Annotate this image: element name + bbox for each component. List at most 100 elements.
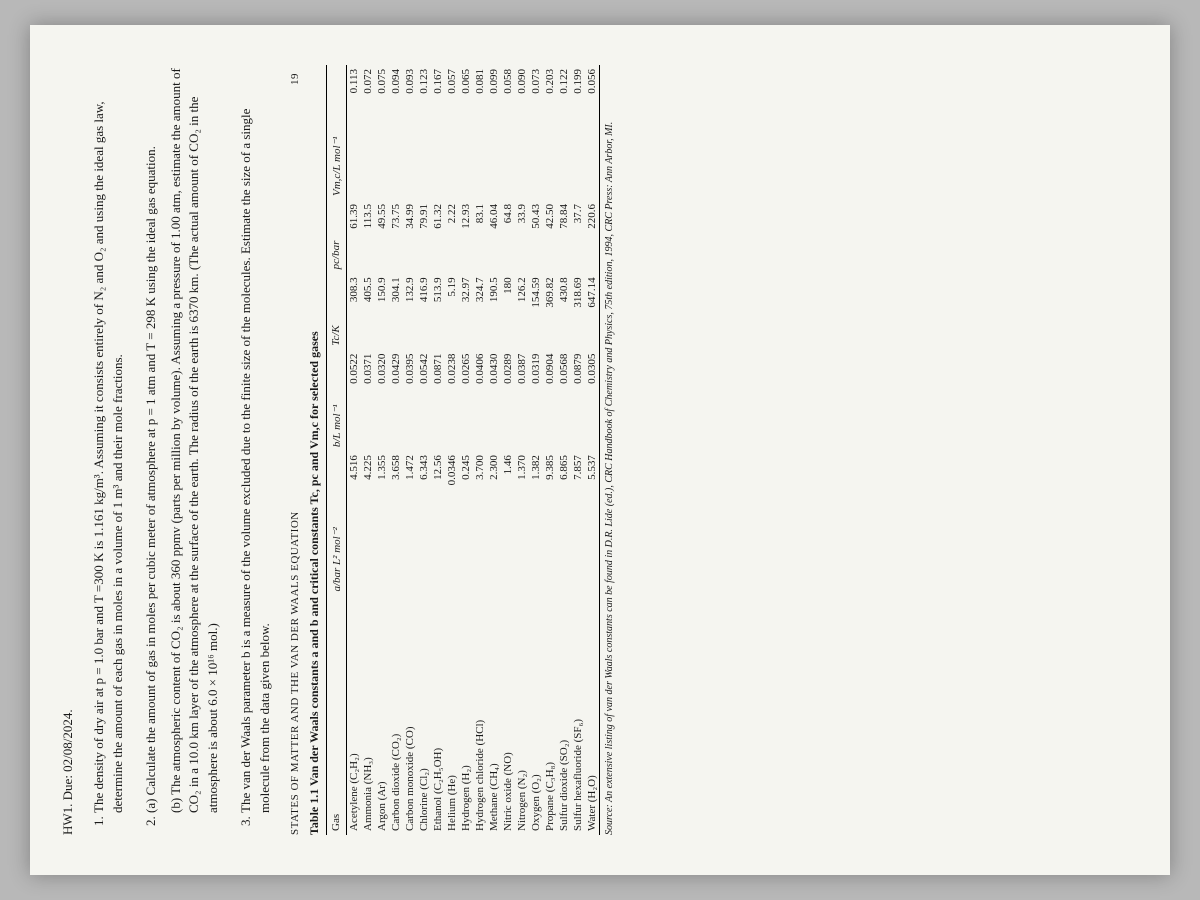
- table-row: Argon (Ar)1.3550.0320150.949.550.075: [375, 65, 389, 835]
- cell-value: 0.056: [585, 65, 600, 200]
- col-gas: Gas: [326, 596, 346, 835]
- cell-value: 190.5: [487, 273, 501, 349]
- cell-value: 0.0289: [501, 350, 515, 451]
- cell-value: 61.32: [431, 200, 445, 273]
- section-title: STATES OF MATTER AND THE VAN DER WAALS E…: [289, 511, 301, 835]
- cell-value: 0.199: [571, 65, 585, 200]
- table-caption-text: Table 1.1 Van der Waals constants a and …: [307, 331, 321, 835]
- cell-value: 0.0430: [487, 350, 501, 451]
- cell-value: 0.072: [361, 65, 375, 200]
- table-row: Helium (He)0.03460.02385.192.220.057: [445, 65, 459, 835]
- cell-value: 50.43: [529, 200, 543, 273]
- cell-value: 0.123: [417, 65, 431, 200]
- cell-value: 32.97: [459, 273, 473, 349]
- cell-value: 0.0904: [543, 350, 557, 451]
- table-row: Sulfur hexafluoride (SF₆)7.8570.0879318.…: [571, 65, 585, 835]
- cell-value: 0.0305: [585, 350, 600, 451]
- cell-value: 4.225: [361, 451, 375, 595]
- cell-value: 12.56: [431, 451, 445, 595]
- cell-value: 1.355: [375, 451, 389, 595]
- cell-value: 4.516: [346, 451, 361, 595]
- cell-gas: Ethanol (C₂H₅OH): [431, 596, 445, 835]
- table-row: Nitric oxide (NO)1.460.028918064.80.058: [501, 65, 515, 835]
- cell-value: 0.0568: [557, 350, 571, 451]
- cell-value: 3.658: [389, 451, 403, 595]
- col-tc: Tc/K: [326, 273, 346, 349]
- cell-value: 113.5: [361, 200, 375, 273]
- cell-value: 154.59: [529, 273, 543, 349]
- problem-1-text: The density of dry air at p = 1.0 bar an…: [91, 101, 125, 813]
- cell-value: 5.19: [445, 273, 459, 349]
- cell-gas: Water (H₂O): [585, 596, 600, 835]
- cell-value: 0.0871: [431, 350, 445, 451]
- table-row: Hydrogen (H₂)0.2450.026532.9712.930.065: [459, 65, 473, 835]
- vdw-table: Gas a/bar L² mol⁻² b/L mol⁻¹ Tc/K pc/bar…: [326, 65, 600, 835]
- cell-gas: Carbon dioxide (CO₂): [389, 596, 403, 835]
- cell-value: 308.3: [346, 273, 361, 349]
- cell-value: 416.9: [417, 273, 431, 349]
- cell-value: 304.1: [389, 273, 403, 349]
- cell-value: 5.537: [585, 451, 600, 595]
- cell-value: 0.0320: [375, 350, 389, 451]
- table-source: Source: An extensive listing of van der …: [604, 65, 615, 835]
- problem-2: (a) Calculate the amount of gas in moles…: [142, 65, 223, 813]
- cell-value: 0.245: [459, 451, 473, 595]
- cell-value: 180: [501, 273, 515, 349]
- table-body: Acetylene (C₂H₂)4.5160.0522308.361.390.1…: [346, 65, 599, 835]
- cell-value: 0.0346: [445, 451, 459, 595]
- cell-value: 0.081: [473, 65, 487, 200]
- cell-value: 0.058: [501, 65, 515, 200]
- cell-value: 0.0238: [445, 350, 459, 451]
- cell-value: 83.1: [473, 200, 487, 273]
- cell-value: 405.5: [361, 273, 375, 349]
- cell-value: 79.91: [417, 200, 431, 273]
- col-b: b/L mol⁻¹: [326, 350, 346, 451]
- cell-value: 73.75: [389, 200, 403, 273]
- section-title-row: STATES OF MATTER AND THE VAN DER WAALS E…: [289, 65, 301, 835]
- cell-gas: Hydrogen (H₂): [459, 596, 473, 835]
- cell-value: 3.700: [473, 451, 487, 595]
- table-row: Sulfur dioxide (SO₂)6.8650.0568430.878.8…: [557, 65, 571, 835]
- cell-value: 49.55: [375, 200, 389, 273]
- table-header-row: Gas a/bar L² mol⁻² b/L mol⁻¹ Tc/K pc/bar…: [326, 65, 346, 835]
- table-row: Chlorine (Cl₂)6.3430.0542416.979.910.123: [417, 65, 431, 835]
- cell-value: 0.0371: [361, 350, 375, 451]
- cell-value: 0.0879: [571, 350, 585, 451]
- col-vmc: Vm,c/L mol⁻¹: [326, 65, 346, 200]
- cell-gas: Propane (C₃H₈): [543, 596, 557, 835]
- cell-value: 78.84: [557, 200, 571, 273]
- cell-gas: Ammonia (NH₃): [361, 596, 375, 835]
- cell-value: 33.9: [515, 200, 529, 273]
- table-row: Water (H₂O)5.5370.0305647.14220.60.056: [585, 65, 600, 835]
- cell-value: 0.094: [389, 65, 403, 200]
- cell-value: 0.0395: [403, 350, 417, 451]
- cell-value: 6.343: [417, 451, 431, 595]
- problem-3: The van der Waals parameter b is a measu…: [237, 65, 275, 813]
- cell-value: 2.22: [445, 200, 459, 273]
- cell-value: 6.865: [557, 451, 571, 595]
- assignment-header: HW1. Due: 02/08/2024.: [60, 65, 76, 835]
- table-row: Methane (CH₄)2.3000.0430190.546.040.099: [487, 65, 501, 835]
- cell-value: 37.7: [571, 200, 585, 273]
- cell-value: 0.057: [445, 65, 459, 200]
- page-number: 19: [289, 73, 301, 85]
- cell-value: 1.46: [501, 451, 515, 595]
- cell-value: 34.99: [403, 200, 417, 273]
- cell-value: 0.0429: [389, 350, 403, 451]
- cell-value: 150.9: [375, 273, 389, 349]
- cell-value: 220.6: [585, 200, 600, 273]
- cell-value: 0.203: [543, 65, 557, 200]
- cell-value: 0.075: [375, 65, 389, 200]
- table-row: Hydrogen chloride (HCl)3.7000.0406324.78…: [473, 65, 487, 835]
- cell-value: 1.472: [403, 451, 417, 595]
- table-row: Carbon dioxide (CO₂)3.6580.0429304.173.7…: [389, 65, 403, 835]
- cell-value: 9.385: [543, 451, 557, 595]
- cell-value: 0.093: [403, 65, 417, 200]
- cell-value: 513.9: [431, 273, 445, 349]
- problem-list: The density of dry air at p = 1.0 bar an…: [90, 65, 275, 835]
- cell-value: 430.8: [557, 273, 571, 349]
- cell-value: 0.065: [459, 65, 473, 200]
- cell-value: 2.300: [487, 451, 501, 595]
- cell-value: 0.0542: [417, 350, 431, 451]
- document-page: HW1. Due: 02/08/2024. The density of dry…: [30, 25, 1170, 875]
